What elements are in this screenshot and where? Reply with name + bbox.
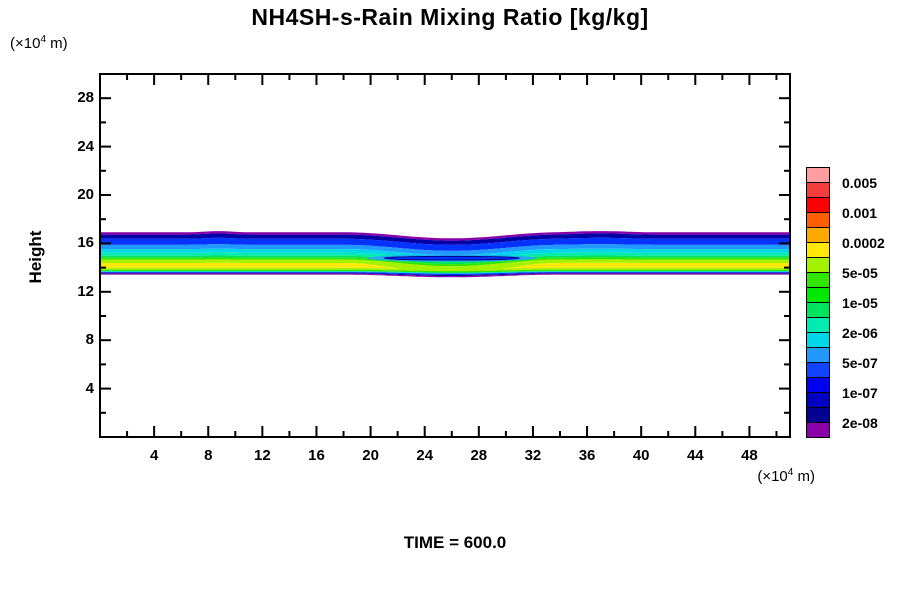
x-unit-suffix: m) (793, 468, 815, 485)
y-unit-suffix: m) (46, 35, 68, 52)
contour-band (100, 262, 790, 270)
chart-title: NH4SH-s-Rain Mixing Ratio [kg/kg] (251, 4, 649, 30)
x-unit-exponent: 4 (787, 467, 794, 478)
time-label: TIME = 600.0 (403, 533, 507, 552)
contour-band (100, 233, 790, 245)
y-unit-exponent: 4 (40, 34, 47, 45)
x-tick-label: 32 (524, 447, 542, 464)
y-tick-label: 28 (77, 89, 94, 107)
colorbar-swatch (806, 347, 830, 363)
x-tick-label: 28 (470, 447, 488, 464)
x-tick-label: 48 (741, 447, 758, 464)
y-tick-label: 8 (85, 331, 94, 349)
colorbar-label: 1e-05 (842, 295, 878, 311)
x-tick-label: 4 (149, 447, 159, 464)
x-tick-label: 44 (686, 447, 704, 464)
x-tick-label: 36 (578, 447, 596, 464)
contour-lens (383, 255, 520, 261)
contour-band (100, 244, 790, 256)
y-unit-prefix: (×10 (10, 35, 41, 52)
x-unit-prefix: (×10 (757, 468, 788, 485)
y-tick-label: 20 (77, 186, 94, 203)
colorbar-label: 5e-07 (842, 355, 878, 371)
colorbar-swatch (806, 332, 830, 348)
colorbar-label: 2e-06 (842, 325, 878, 341)
colorbar-swatch (806, 407, 830, 423)
x-tick-label: 8 (204, 447, 213, 464)
y-tick-label: 12 (77, 282, 94, 300)
plot-frame (99, 73, 791, 438)
contour-band (100, 269, 790, 273)
colorbar-swatch (806, 227, 830, 243)
colorbar-swatch (806, 272, 830, 288)
colorbar-swatch (806, 257, 830, 273)
contour-band (100, 231, 790, 241)
colorbar-label: 0.001 (842, 205, 878, 221)
colorbar (806, 167, 830, 438)
contour-band (100, 272, 790, 277)
colorbar-label: 0.0002 (842, 235, 885, 251)
x-tick-label: 20 (362, 447, 379, 464)
x-tick-label: 16 (308, 447, 325, 464)
x-tick-label: 40 (632, 447, 650, 464)
colorbar-swatch (806, 392, 830, 408)
contour-band (100, 271, 790, 274)
colorbar-swatch (806, 167, 830, 183)
colorbar-label: 0.005 (842, 175, 878, 191)
colorbar-swatch (806, 302, 830, 318)
contour-band (100, 259, 790, 274)
x-tick-label: 24 (416, 447, 434, 464)
colorbar-swatch (806, 362, 830, 378)
y-axis-unit-label: (×104 m) (10, 34, 68, 52)
colorbar-swatch (806, 242, 830, 258)
colorbar-label: 1e-07 (842, 385, 878, 401)
x-axis-unit-label: (×104 m) (690, 467, 815, 485)
colorbar-swatch (806, 422, 830, 438)
colorbar-swatch (806, 377, 830, 393)
contour-band (100, 272, 790, 275)
x-tick-label: 12 (254, 447, 271, 464)
contour-band (100, 257, 790, 267)
colorbar-swatch (806, 317, 830, 333)
contour-band (100, 273, 790, 278)
colorbar-label: 2e-08 (842, 415, 878, 431)
contour-band (100, 252, 790, 262)
colorbar-swatch (806, 197, 830, 213)
y-tick-label: 16 (77, 234, 94, 252)
y-tick-label: 24 (77, 137, 94, 155)
colorbar-label: 5e-05 (842, 265, 878, 281)
y-tick-label: 4 (85, 379, 94, 397)
colorbar-swatch (806, 212, 830, 228)
contour-band (100, 248, 790, 259)
colorbar-swatch (806, 182, 830, 198)
contour-band (100, 237, 790, 251)
contour-band (100, 255, 790, 265)
contour-band (100, 267, 790, 272)
colorbar-swatch (806, 287, 830, 303)
